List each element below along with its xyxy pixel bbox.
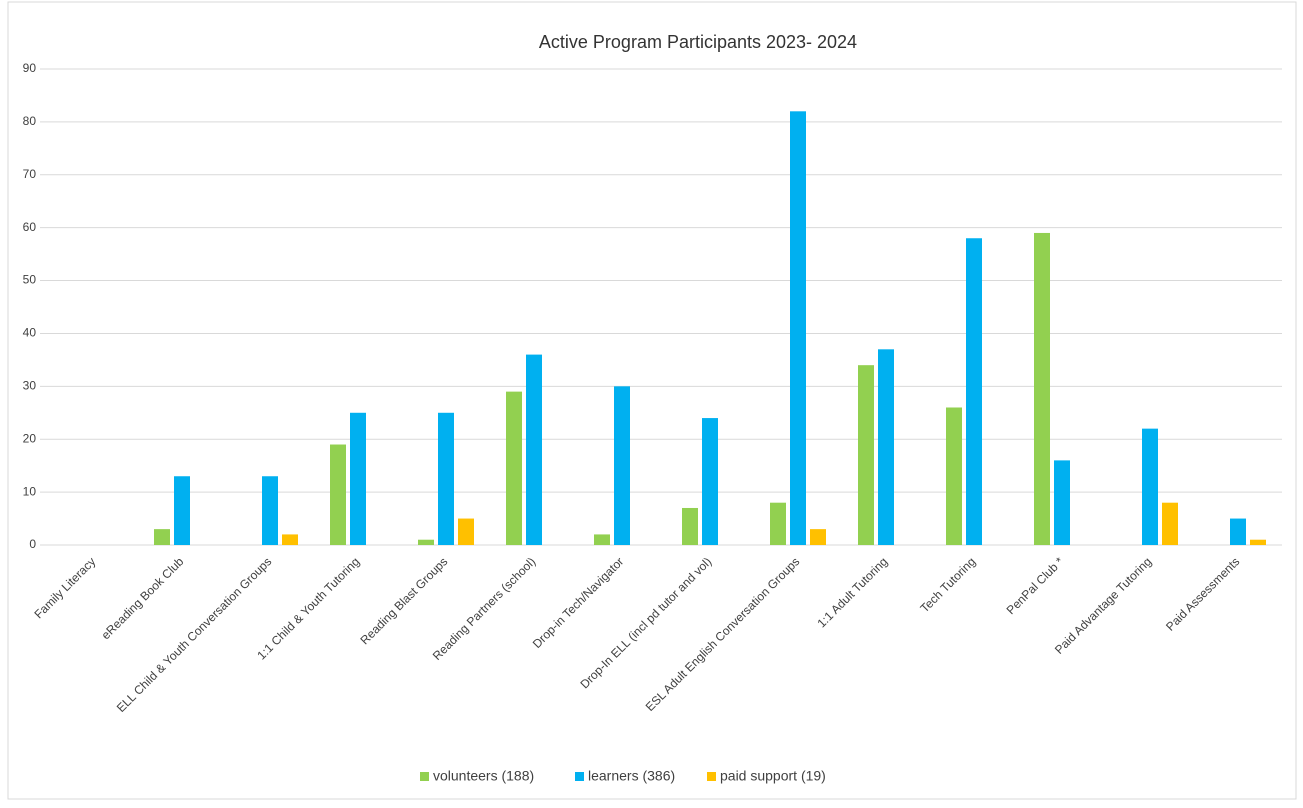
bar [790, 111, 806, 546]
legend-swatch [420, 772, 429, 781]
bar [1250, 539, 1266, 545]
bar [810, 529, 826, 545]
bar [282, 534, 298, 545]
y-tick-label: 50 [23, 273, 37, 287]
bar [330, 444, 346, 545]
y-tick-label: 90 [23, 61, 37, 75]
bar [878, 349, 894, 545]
bar [702, 418, 718, 545]
y-tick-label: 30 [23, 379, 37, 393]
y-tick-label: 40 [23, 326, 37, 340]
bar [1162, 502, 1178, 545]
bar [1034, 232, 1050, 545]
legend-label: paid support (19) [720, 768, 826, 784]
y-tick-label: 70 [23, 167, 37, 181]
legend-label: volunteers (188) [433, 768, 534, 784]
bar [858, 365, 874, 545]
bar [1054, 460, 1070, 545]
legend-label: learners (386) [588, 768, 675, 784]
y-tick-label: 10 [23, 484, 37, 498]
bar [506, 391, 522, 545]
bar [438, 412, 454, 545]
bar [154, 529, 170, 545]
bar [174, 476, 190, 545]
y-tick-label: 0 [29, 537, 36, 551]
y-tick-label: 60 [23, 220, 37, 234]
legend-swatch [707, 772, 716, 781]
bar [526, 354, 542, 545]
bar [682, 507, 698, 545]
bar [458, 518, 474, 545]
bar [594, 534, 610, 545]
chart-border [7, 1, 1297, 800]
y-tick-label: 80 [23, 114, 37, 128]
bar [262, 476, 278, 545]
bar [614, 386, 630, 545]
y-tick-label: 20 [23, 431, 37, 445]
bar [946, 407, 962, 545]
bar [350, 412, 366, 545]
bar [1142, 428, 1158, 545]
legend-swatch [575, 772, 584, 781]
bar [1230, 518, 1246, 545]
bar [418, 539, 434, 545]
chart-title: Active Program Participants 2023- 2024 [539, 32, 857, 52]
bar [770, 502, 786, 545]
bar [966, 238, 982, 545]
